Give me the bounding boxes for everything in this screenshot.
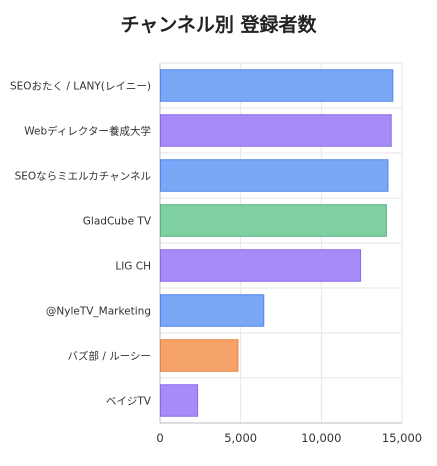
chart-title: チャンネル別 登録者数 <box>120 14 317 36</box>
x-tick-labels: 0 5,000 10,000 15,000 <box>156 431 422 445</box>
bars <box>160 69 394 417</box>
bar-5 <box>160 294 265 327</box>
category-label-5: @NyleTV_Marketing <box>46 306 151 318</box>
category-label-2: SEOならミエルカチャンネル <box>15 171 151 183</box>
x-tick-label-2: 10,000 <box>301 431 341 445</box>
category-label-4: LIG CH <box>115 261 151 273</box>
bar-4 <box>160 249 362 282</box>
category-label-1: Webディレクター養成大学 <box>24 125 151 138</box>
category-label-6: バズ部 / ルーシー <box>67 350 151 363</box>
bar-2 <box>160 159 389 192</box>
x-tick-label-1: 5,000 <box>224 431 257 445</box>
x-tick-label-0: 0 <box>156 431 163 445</box>
category-label-0: SEOおたく / LANY(レイニー) <box>10 81 151 93</box>
category-label-7: ベイジTV <box>106 396 152 408</box>
bar-1 <box>160 114 392 147</box>
grid-lines <box>159 62 403 424</box>
x-tick-label-3: 15,000 <box>382 431 422 445</box>
bar-7 <box>160 384 199 417</box>
bar-0 <box>160 69 394 102</box>
bar-6 <box>160 339 239 372</box>
category-labels: SEOおたく / LANY(レイニー) Webディレクター養成大学 SEOならミエル… <box>10 81 152 408</box>
bar-3 <box>160 204 387 237</box>
category-label-3: GladCube TV <box>83 216 152 228</box>
